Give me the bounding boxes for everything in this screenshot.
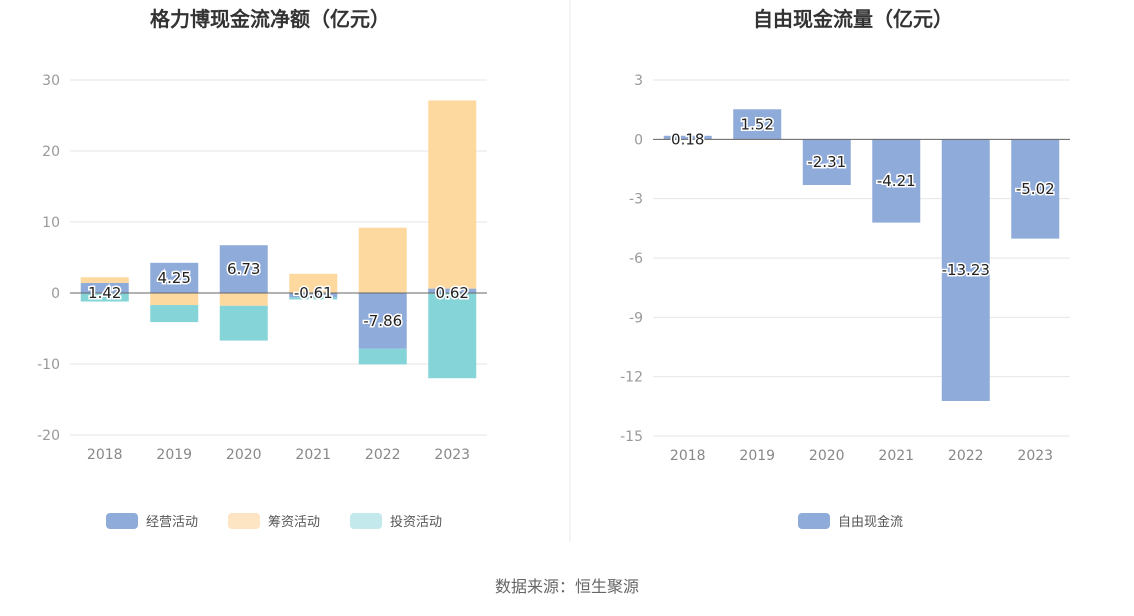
- freecash-y-tick-label: -15: [620, 429, 643, 445]
- cashflow-bar-operating: [219, 245, 268, 293]
- freecash-data-label: -4.21: [877, 172, 916, 190]
- cashflow-bar-financing: [80, 277, 129, 283]
- freecash-x-tick-label: 2021: [878, 448, 914, 464]
- freecash-bar-free_cash: [663, 135, 712, 140]
- cashflow-y-tick-label: -10: [37, 357, 60, 373]
- cashflow-bar-financing: [219, 293, 268, 306]
- cashflow-legend-swatch: [106, 513, 138, 529]
- cashflow-legend-label: 经营活动: [146, 515, 198, 530]
- cashflow-bar-operating: [358, 293, 407, 349]
- cashflow-bar-financing: [150, 293, 199, 306]
- cashflow-x-tick-label: 2018: [87, 447, 123, 463]
- chart-title-cashflow: 格力博现金流净额（亿元）: [150, 7, 390, 31]
- cashflow-bar-investing: [150, 305, 199, 323]
- freecash-data-label: 0.18: [671, 130, 704, 148]
- free-cashflow-chart: 3 0 -3 -6 -9 -12 -15 2018 2019 2020 2021 2022 2023 0.…: [620, 73, 1070, 530]
- cashflow-y-tick-label: 0: [51, 286, 60, 302]
- cashflow-y-tick-label: -20: [37, 428, 60, 444]
- cashflow-bar-investing: [289, 297, 338, 300]
- cashflow-y-tick-label: 30: [42, 73, 60, 89]
- cashflow-bar-financing: [289, 273, 338, 293]
- freecash-data-label: -2.31: [807, 153, 846, 171]
- freecash-data-label: -13.23: [942, 261, 990, 279]
- cashflow-bar-operating: [289, 293, 338, 298]
- cashflow-data-label: 0.62: [436, 284, 469, 302]
- freecash-bar-free_cash: [872, 139, 921, 223]
- chart-title-free-cashflow: 自由现金流量（亿元）: [753, 7, 953, 31]
- cashflow-y-tick-label: 20: [42, 144, 60, 160]
- freecash-y-tick-label: 0: [634, 132, 643, 148]
- freecash-legend-label: 自由现金流: [838, 514, 903, 530]
- cashflow-legend-label: 筹资活动: [268, 514, 320, 530]
- cashflow-y-tick-label: 10: [42, 215, 60, 231]
- freecash-bar-free_cash: [941, 139, 990, 401]
- cashflow-data-label: 4.25: [158, 269, 191, 287]
- cashflow-bar-investing: [358, 348, 407, 365]
- cashflow-bar-operating: [428, 288, 477, 293]
- cashflow-x-tick-label: 2020: [226, 447, 262, 463]
- freecash-y-tick-label: -9: [629, 310, 643, 326]
- cashflow-x-tick-label: 2022: [365, 447, 401, 463]
- freecash-y-tick-label: -6: [629, 251, 643, 267]
- cashflow-x-tick-label: 2023: [434, 447, 470, 463]
- cashflow-chart: 30 20 10 0 -10 -20 2018 2019 2020 2021 2022 2023 1.4…: [37, 73, 487, 530]
- freecash-x-tick-label: 2019: [739, 448, 775, 464]
- freecash-x-tick-label: 2018: [670, 448, 706, 464]
- freecash-x-tick-label: 2022: [948, 448, 984, 464]
- freecash-bar-free_cash: [802, 139, 851, 186]
- cashflow-data-label: -0.61: [294, 284, 333, 302]
- freecash-y-tick-label: 3: [634, 73, 643, 89]
- cashflow-data-label: 6.73: [227, 260, 260, 278]
- cashflow-x-tick-label: 2021: [295, 447, 331, 463]
- freecash-bar-free_cash: [733, 109, 782, 140]
- freecash-bar-free_cash: [1011, 139, 1060, 239]
- freecash-x-tick-label: 2023: [1017, 448, 1053, 464]
- freecash-y-tick-label: -3: [629, 192, 643, 208]
- cashflow-bar-financing: [428, 100, 477, 289]
- cashflow-bar-investing: [219, 305, 268, 341]
- cashflow-legend-label: 投资活动: [390, 514, 442, 530]
- cashflow-bar-operating: [150, 262, 199, 293]
- cashflow-legend-swatch: [228, 513, 260, 529]
- cashflow-legend-swatch: [350, 513, 382, 529]
- cashflow-data-label: 1.42: [88, 284, 121, 302]
- cashflow-data-label: -7.86: [363, 312, 402, 330]
- cashflow-x-tick-label: 2019: [156, 447, 192, 463]
- cashflow-bar-investing: [428, 293, 477, 379]
- cashflow-bar-financing: [358, 227, 407, 293]
- freecash-y-tick-label: -12: [620, 370, 643, 386]
- freecash-data-label: -5.02: [1016, 180, 1055, 198]
- source-text: 数据来源：恒生聚源: [495, 577, 639, 596]
- freecash-data-label: 1.52: [741, 115, 774, 133]
- cashflow-bar-operating: [80, 282, 129, 293]
- freecash-legend-swatch: [798, 513, 830, 529]
- cashflow-bar-investing: [80, 293, 129, 302]
- freecash-x-tick-label: 2020: [809, 448, 845, 464]
